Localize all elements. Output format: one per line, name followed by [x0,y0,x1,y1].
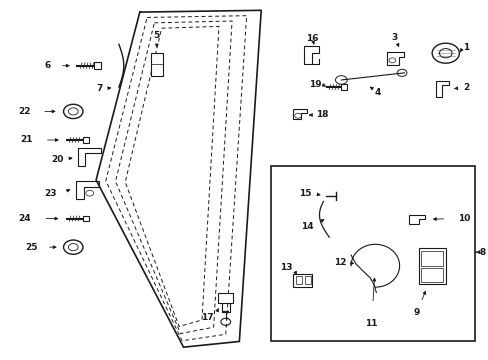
Text: 9: 9 [412,308,419,317]
Text: 14: 14 [301,222,313,231]
Bar [94,62,101,69]
Text: 24: 24 [18,214,30,223]
Text: 6: 6 [44,61,51,70]
Bar [83,137,89,143]
Text: 7: 7 [96,84,102,93]
Text: 20: 20 [51,155,63,164]
Bar [83,216,89,221]
Text: 2: 2 [462,83,468,92]
Text: 16: 16 [305,34,318,43]
Text: 13: 13 [280,263,292,272]
Text: 3: 3 [391,33,397,42]
Text: 10: 10 [457,214,469,223]
Text: 15: 15 [298,189,310,198]
Text: 22: 22 [18,107,30,116]
Text: 18: 18 [315,111,328,120]
Text: 4: 4 [374,88,380,97]
Text: 25: 25 [25,243,38,252]
Bar [421,251,443,266]
Bar [421,267,443,282]
Bar [296,276,302,284]
Text: 1: 1 [462,43,468,52]
Text: 21: 21 [20,135,33,144]
Text: 11: 11 [365,319,377,328]
Text: 23: 23 [44,189,57,198]
Text: 17: 17 [201,313,214,322]
Bar [418,248,445,284]
Bar [305,276,310,284]
Text: 8: 8 [479,248,485,257]
Text: 5: 5 [153,31,160,40]
Bar [292,274,311,287]
Bar [341,84,346,90]
Bar [270,166,474,341]
Bar [218,293,233,303]
Text: 19: 19 [309,80,321,89]
Text: 12: 12 [333,258,346,267]
Bar [151,53,163,76]
